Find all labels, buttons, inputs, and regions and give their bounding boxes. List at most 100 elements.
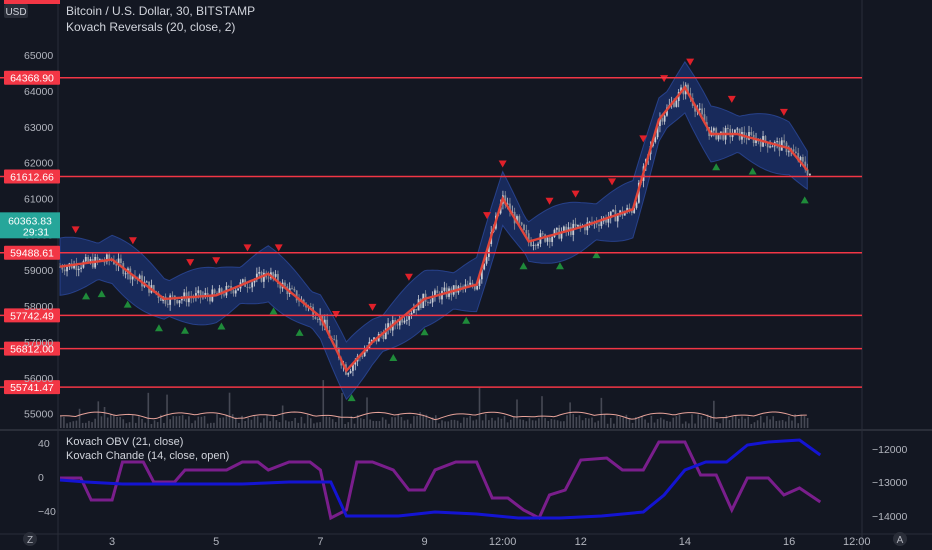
candle-body (471, 282, 474, 287)
volume-bar (741, 416, 743, 428)
level-label-bg (4, 380, 60, 395)
candle-body (787, 151, 790, 153)
candle-body (464, 284, 467, 288)
candle-body (220, 288, 223, 295)
candle-body (237, 288, 240, 291)
volume-bar (713, 400, 715, 428)
volume-bar (588, 418, 590, 428)
time-tick-label: 12:00 (489, 536, 517, 548)
volume-bar (234, 417, 237, 428)
candle-body (183, 292, 186, 299)
candle-body (771, 146, 774, 148)
candle-body (103, 261, 106, 263)
volume-bar (153, 420, 156, 428)
volume-bar (400, 417, 403, 428)
volume-bar (281, 405, 284, 428)
down-reversal-marker (608, 178, 617, 186)
volume-bar (331, 419, 334, 428)
volume-bar (216, 414, 218, 428)
volume-bar (447, 421, 450, 428)
candle-body (145, 281, 148, 283)
candle-body (630, 209, 633, 213)
volume-bar (191, 423, 193, 428)
chande-title: Kovach Chande (14, close, open) (66, 450, 230, 462)
volume-bar (694, 423, 696, 428)
candle-body (117, 258, 120, 266)
candle-body (717, 133, 720, 140)
candle-body (246, 286, 249, 288)
candle-body (295, 290, 298, 301)
volume-bar (134, 422, 137, 428)
volume-bar (716, 422, 718, 428)
candle-body (797, 153, 800, 161)
price-tick-label: 64000 (24, 86, 53, 98)
candle-body (541, 233, 544, 235)
candle-body (607, 218, 610, 223)
candle-body (548, 237, 551, 242)
volume-bar (641, 416, 643, 428)
volume-bar (241, 415, 243, 428)
volume-bar (288, 421, 290, 428)
candle-body (736, 128, 739, 130)
candle-body (401, 318, 404, 323)
candle-body (218, 288, 221, 295)
candle-body (398, 318, 401, 326)
down-reversal-marker (660, 75, 669, 83)
candle-body (506, 203, 509, 205)
volume-bar (663, 419, 665, 428)
volume-bar (669, 421, 671, 428)
volume-bar (338, 416, 340, 428)
volume-bar (175, 416, 178, 428)
candle-body (87, 257, 90, 263)
volume-bar (709, 415, 712, 428)
volume-bar (631, 422, 634, 428)
candle-body (520, 222, 523, 225)
price-tick-label: 58000 (24, 301, 53, 313)
volume-bar (238, 422, 240, 428)
volume-bar (719, 423, 721, 428)
candle-body (687, 84, 689, 94)
volume-bar (328, 417, 331, 428)
volume-bar (781, 420, 784, 428)
volume-bar (147, 392, 150, 428)
candle-body (124, 273, 127, 275)
volume-bar (97, 401, 100, 428)
candle-body (408, 314, 411, 320)
time-tick-label: 3 (109, 536, 115, 548)
candle-body (291, 288, 293, 290)
candle-body (612, 210, 614, 212)
candle-body (258, 271, 261, 274)
volume-bar (625, 414, 628, 428)
volume-bar (800, 414, 803, 428)
volume-bar (63, 416, 65, 428)
volume-bar (88, 420, 90, 428)
up-reversal-marker (295, 328, 304, 336)
volume-bar (406, 419, 409, 428)
volume-bar (556, 420, 559, 428)
volume-bar (397, 414, 400, 428)
volume-bar (575, 417, 578, 428)
price-tick-label: 57000 (24, 337, 53, 349)
candle-body (223, 294, 225, 296)
candle-body (180, 298, 183, 301)
volume-bar (550, 419, 553, 428)
candle-body (586, 222, 589, 231)
volume-bar (91, 422, 93, 428)
time-tick-label: 14 (679, 536, 691, 548)
chande-line (60, 440, 822, 521)
volume-bar (313, 423, 315, 428)
candle-body (656, 126, 659, 138)
volume-bar (784, 421, 787, 428)
candle-body (436, 290, 439, 294)
candle-body (759, 141, 762, 147)
candle-body (187, 297, 190, 303)
down-reversal-marker (368, 303, 377, 311)
up-reversal-marker (217, 322, 226, 330)
volume-pane (59, 380, 809, 428)
candle-body (509, 203, 511, 212)
candle-body (480, 269, 483, 280)
current-price-label: 60363.83 (8, 215, 52, 227)
candle-body (115, 264, 118, 266)
